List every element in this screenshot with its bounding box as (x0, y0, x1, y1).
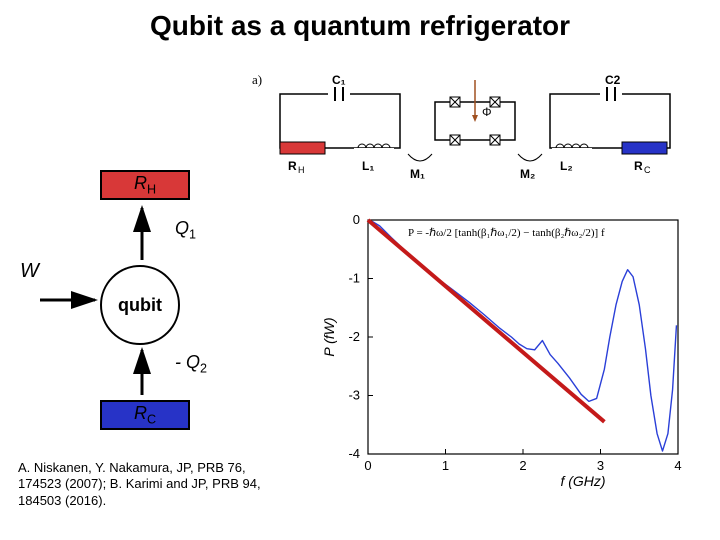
svg-text:R: R (634, 159, 643, 173)
rh-label: RH (134, 173, 156, 197)
hot-reservoir-box: RH (100, 170, 190, 200)
w-label: W (20, 260, 39, 283)
svg-text:C: C (644, 165, 651, 175)
svg-text:-3: -3 (348, 388, 360, 403)
svg-text:1: 1 (442, 458, 449, 473)
svg-text:M₁: M₁ (410, 167, 425, 181)
svg-text:C2: C2 (605, 73, 621, 87)
q1-label: Q1 (175, 218, 196, 242)
svg-text:0: 0 (353, 212, 360, 227)
svg-text:2: 2 (519, 458, 526, 473)
svg-text:L₂: L₂ (560, 159, 573, 173)
page-title: Qubit as a quantum refrigerator (0, 10, 720, 42)
circuit-schematic: a)C₁RHL₁ΦM₁M₂C2L₂RC (250, 70, 690, 190)
svg-text:P = -ℏω/2 [tanh(β₁ℏω₁/2) − tan: P = -ℏω/2 [tanh(β₁ℏω₁/2) − tanh(β₂ℏω₂/2)… (408, 227, 605, 239)
svg-text:H: H (298, 165, 305, 175)
cold-reservoir-box: RC (100, 400, 190, 430)
svg-text:-4: -4 (348, 446, 360, 461)
svg-text:R: R (288, 159, 297, 173)
qubit-label: qubit (118, 295, 162, 316)
svg-text:0: 0 (364, 458, 371, 473)
svg-text:4: 4 (674, 458, 681, 473)
svg-text:Φ: Φ (482, 105, 492, 119)
svg-text:3: 3 (597, 458, 604, 473)
svg-text:L₁: L₁ (362, 159, 374, 173)
q2-label: - Q2 (175, 352, 207, 376)
qubit-node: qubit (100, 265, 180, 345)
svg-text:-2: -2 (348, 329, 360, 344)
chart-svg: 0 1 2 3 4 -4 -3 -2 -1 0 f (GHz) P (fW) P = -ℏω/2 [ta… (320, 210, 690, 490)
svg-text:M₂: M₂ (520, 167, 535, 181)
svg-text:a): a) (252, 72, 262, 87)
power-chart: 0 1 2 3 4 -4 -3 -2 -1 0 f (GHz) P (fW) P = -ℏω/2 [ta… (320, 210, 690, 490)
citation-text: A. Niskanen, Y. Nakamura, JP, PRB 76, 17… (18, 460, 268, 509)
svg-text:P (fW): P (fW) (321, 317, 337, 356)
svg-text:-1: -1 (348, 271, 360, 286)
svg-text:f (GHz): f (GHz) (560, 473, 605, 489)
svg-text:C₁: C₁ (332, 73, 346, 87)
rc-label: RC (134, 403, 156, 427)
